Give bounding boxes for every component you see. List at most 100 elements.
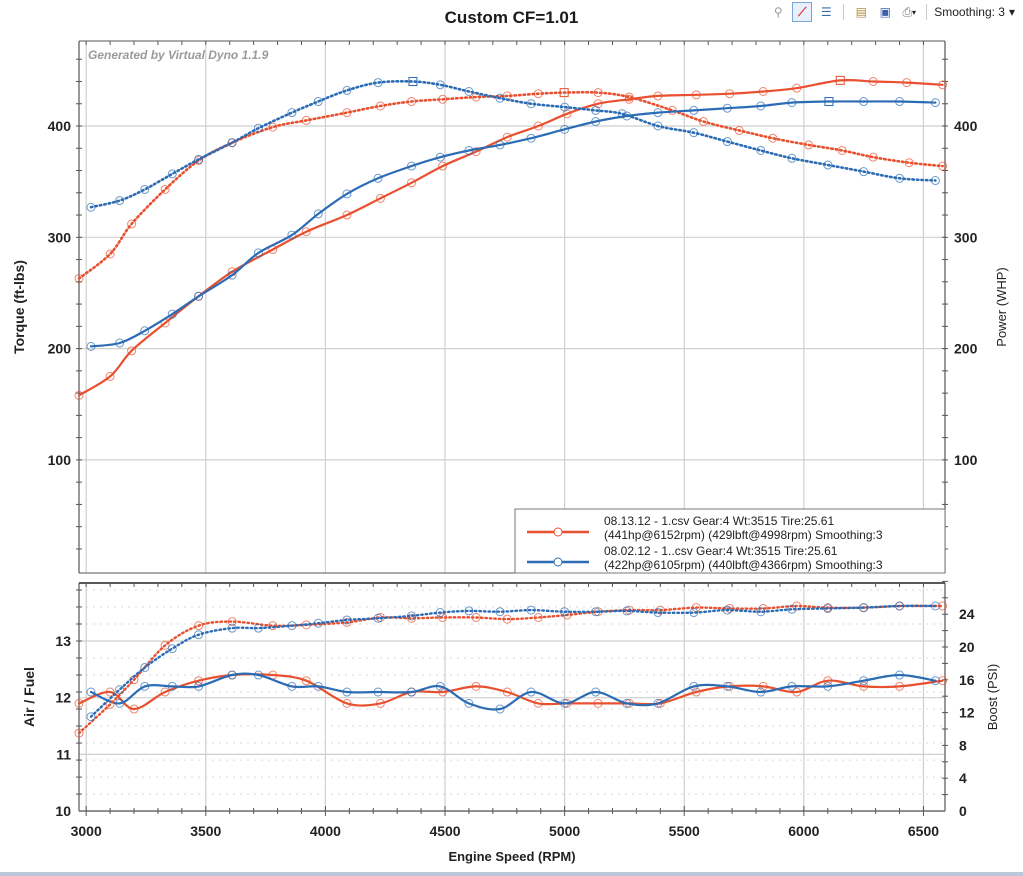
data-point [227, 138, 237, 148]
print-button[interactable]: ⎙ ▾ [899, 2, 919, 22]
data-point [758, 86, 768, 96]
smoothing-label: Smoothing: 3 [934, 5, 1005, 19]
data-point [342, 687, 352, 697]
series-line-2 [89, 79, 937, 209]
data-point [734, 125, 744, 135]
legend-entry-line1: 08.02.12 - 1..csv Gear:4 Wt:3515 Tire:25… [604, 544, 838, 558]
clipboard-icon: ▤ [855, 5, 867, 19]
torque-tick-label: 100 [48, 452, 72, 468]
data-point [591, 687, 601, 697]
data-point [438, 612, 448, 622]
data-point [560, 102, 570, 112]
data-point [342, 189, 352, 199]
legend-entry-line2: (441hp@6152rpm) (429lbft@4998rpm) Smooth… [604, 528, 883, 542]
data-point [495, 140, 505, 150]
data-point [407, 613, 417, 623]
data-point [938, 80, 948, 90]
data-point [287, 230, 297, 240]
data-point [533, 698, 543, 708]
power-tick-label: 200 [954, 341, 978, 357]
data-point [167, 309, 177, 319]
data-point [691, 687, 701, 697]
data-point [526, 687, 536, 697]
rpm-tick-label: 5000 [549, 823, 580, 839]
copy-button[interactable]: ▤ [851, 2, 871, 22]
list-view-button[interactable]: ☰ [816, 2, 836, 22]
save-icon: ▣ [879, 5, 891, 19]
data-point [435, 80, 445, 90]
boost-tick-label: 12 [959, 705, 975, 721]
series-line-3 [89, 100, 937, 348]
data-point [74, 390, 84, 400]
data-point [194, 681, 204, 691]
data-point [902, 78, 912, 88]
data-point [895, 670, 905, 680]
line-tool-button[interactable]: ⟋ [792, 2, 813, 22]
bottom-series-line-1 [89, 672, 937, 711]
data-point [194, 154, 204, 164]
data-point [725, 603, 735, 613]
data-point [115, 685, 125, 695]
data-point [227, 670, 237, 680]
data-point [756, 145, 766, 155]
data-point [533, 612, 543, 622]
data-point [342, 615, 352, 625]
data-point [74, 698, 84, 708]
data-point [622, 606, 632, 616]
data-point [562, 109, 572, 119]
toolbar-divider [926, 4, 928, 20]
data-point [127, 219, 137, 229]
torque-axis-label: Torque (ft-lbs) [11, 260, 27, 354]
data-point [407, 687, 417, 697]
data-point [342, 698, 352, 708]
torque-tick-label: 400 [48, 118, 72, 134]
data-point [560, 698, 570, 708]
zoom-out-button[interactable]: ⚲ [768, 2, 788, 22]
data-point [140, 184, 150, 194]
print-icon: ⎙ [902, 4, 913, 19]
data-point [689, 128, 699, 138]
data-point [287, 108, 297, 118]
data-point [313, 618, 323, 628]
data-point [622, 698, 632, 708]
data-point [313, 681, 323, 691]
data-point [722, 681, 732, 691]
data-point [655, 605, 665, 615]
rpm-tick-label: 4000 [310, 823, 341, 839]
save-button[interactable]: ▣ [875, 2, 895, 22]
power-tick-label: 300 [954, 229, 978, 245]
boost-tick-label: 24 [959, 606, 975, 622]
data-point [471, 147, 481, 157]
data-point [464, 86, 474, 96]
data-point [407, 178, 417, 188]
data-point [74, 273, 84, 283]
data-point [160, 184, 170, 194]
afr-tick-label: 11 [56, 746, 71, 762]
data-point [407, 161, 417, 171]
data-point [895, 601, 905, 611]
boost-tick-label: 20 [959, 639, 975, 655]
data-point [74, 728, 84, 738]
boost-axis-label: Boost (PSI) [985, 664, 1000, 730]
list-view-icon: ☰ [820, 5, 832, 19]
data-point [464, 606, 474, 616]
rpm-axis-label: Engine Speed (RPM) [448, 849, 575, 864]
data-point [253, 670, 263, 680]
print-dropdown-icon: ▾ [912, 7, 917, 17]
top-plot-area [79, 41, 945, 573]
data-point [624, 92, 634, 102]
data-point [823, 160, 833, 170]
smoothing-dropdown[interactable]: Smoothing: 3 ▾ [934, 5, 1015, 19]
data-point [407, 611, 417, 621]
data-point [930, 601, 940, 611]
rpm-tick-label: 4500 [429, 823, 460, 839]
data-point [86, 341, 96, 351]
data-point [653, 698, 663, 708]
data-point [471, 612, 481, 622]
data-point [698, 117, 708, 127]
data-point [407, 97, 417, 107]
data-point [823, 676, 833, 686]
data-point [895, 173, 905, 183]
data-point [115, 338, 125, 348]
data-point [194, 676, 204, 686]
